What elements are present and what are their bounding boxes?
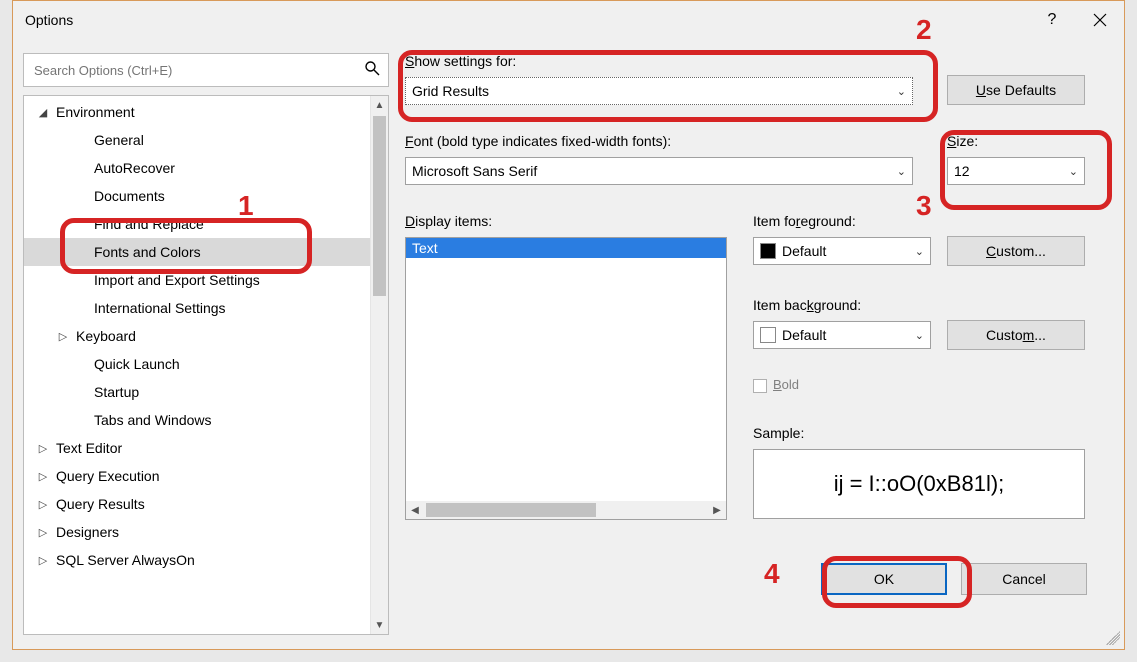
scroll-thumb[interactable]: [426, 503, 596, 517]
scroll-up-icon[interactable]: ▲: [371, 96, 388, 114]
foreground-swatch: [760, 243, 776, 259]
tree-item[interactable]: Find and Replace: [24, 210, 370, 238]
window-title: Options: [25, 12, 73, 28]
tree-item-label: Query Results: [54, 496, 145, 512]
background-custom-button[interactable]: Custom...: [947, 320, 1085, 350]
tree-item-label: Import and Export Settings: [92, 272, 260, 288]
close-icon: [1093, 13, 1107, 27]
options-dialog: Options ? ◢ Environment General AutoRecover…: [12, 0, 1125, 650]
use-defaults-button[interactable]: Use Defaults: [947, 75, 1085, 105]
tree-item-label: SQL Server AlwaysOn: [54, 552, 195, 568]
chevron-down-icon: ⌄: [1069, 165, 1078, 178]
tree-item-label: Fonts and Colors: [92, 244, 201, 260]
tree-vscrollbar[interactable]: ▲ ▼: [370, 96, 388, 634]
foreground-custom-button[interactable]: Custom...: [947, 236, 1085, 266]
tree-item-label: International Settings: [92, 300, 226, 316]
tree-item[interactable]: Quick Launch: [24, 350, 370, 378]
close-button[interactable]: [1076, 1, 1124, 39]
tree-item-label: Designers: [54, 524, 119, 540]
scroll-left-icon[interactable]: ◀: [406, 501, 424, 519]
tree-item-label: Find and Replace: [92, 216, 204, 232]
sample-label: Sample:: [753, 425, 804, 441]
search-input[interactable]: [32, 62, 364, 79]
show-settings-value: Grid Results: [412, 83, 489, 99]
chevron-down-icon: ⌄: [915, 329, 924, 342]
display-items-hscrollbar[interactable]: ◀ ▶: [406, 501, 726, 519]
tree-item[interactable]: ▷ Designers: [24, 518, 370, 546]
checkbox-icon: [753, 379, 767, 393]
font-label: Font (bold type indicates fixed-width fo…: [405, 133, 671, 149]
cancel-button[interactable]: Cancel: [961, 563, 1087, 595]
options-tree[interactable]: ◢ Environment General AutoRecover Documents F…: [23, 95, 389, 635]
scroll-right-icon[interactable]: ▶: [708, 501, 726, 519]
tree-item-label: Query Execution: [54, 468, 160, 484]
tree-item[interactable]: ▷ Query Execution: [24, 462, 370, 490]
item-background-label: Item background:: [753, 297, 861, 313]
background-swatch: [760, 327, 776, 343]
tree-item-label: Startup: [92, 384, 139, 400]
tree-item-label: Documents: [92, 188, 165, 204]
tree-item[interactable]: Fonts and Colors: [24, 238, 370, 266]
tree-item-label: Environment: [54, 104, 135, 120]
item-foreground-label: Item foreground:: [753, 213, 856, 229]
tree-item[interactable]: ▷ Query Results: [24, 490, 370, 518]
item-background-combo[interactable]: Default ⌄: [753, 321, 931, 349]
tree-item[interactable]: ◢ Environment: [24, 98, 370, 126]
tree-item[interactable]: ▷ Text Editor: [24, 434, 370, 462]
title-controls: ?: [1028, 1, 1124, 39]
sample-text: ij = I::oO(0xB81l);: [834, 471, 1005, 497]
sample-box: ij = I::oO(0xB81l);: [753, 449, 1085, 519]
tree-item[interactable]: Import and Export Settings: [24, 266, 370, 294]
tree-item[interactable]: General: [24, 126, 370, 154]
size-value: 12: [954, 163, 970, 179]
tree-item-label: AutoRecover: [92, 160, 175, 176]
display-items-label: Display items:: [405, 213, 492, 229]
bold-checkbox: Bold: [753, 377, 799, 393]
help-button[interactable]: ?: [1028, 1, 1076, 39]
size-combo[interactable]: 12 ⌄: [947, 157, 1085, 185]
search-icon: [364, 60, 380, 81]
chevron-down-icon: ⌄: [897, 165, 906, 178]
list-item[interactable]: Text: [406, 238, 726, 258]
tree-item-label: Keyboard: [74, 328, 136, 344]
background-value: Default: [782, 327, 826, 343]
tree-item-label: Tabs and Windows: [92, 412, 212, 428]
search-box[interactable]: [23, 53, 389, 87]
tree-item-label: Text Editor: [54, 440, 122, 456]
ok-button[interactable]: OK: [821, 563, 947, 595]
tree-arrow-icon: ▷: [56, 330, 70, 343]
tree-item[interactable]: Tabs and Windows: [24, 406, 370, 434]
scroll-down-icon[interactable]: ▼: [371, 616, 388, 634]
font-value: Microsoft Sans Serif: [412, 163, 537, 179]
tree-arrow-icon: ▷: [36, 554, 50, 567]
titlebar: Options ?: [13, 1, 1124, 39]
chevron-down-icon: ⌄: [897, 85, 906, 98]
font-combo[interactable]: Microsoft Sans Serif ⌄: [405, 157, 913, 185]
show-settings-label: Show settings for:: [405, 53, 516, 69]
tree-item[interactable]: Startup: [24, 378, 370, 406]
tree-item-label: Quick Launch: [92, 356, 180, 372]
size-label: Size:: [947, 133, 978, 149]
tree-arrow-icon: ▷: [36, 498, 50, 511]
tree-arrow-icon: ◢: [36, 106, 50, 119]
tree-item-label: General: [92, 132, 144, 148]
tree-item[interactable]: AutoRecover: [24, 154, 370, 182]
tree-arrow-icon: ▷: [36, 470, 50, 483]
scroll-thumb[interactable]: [373, 116, 386, 296]
tree-arrow-icon: ▷: [36, 526, 50, 539]
item-foreground-combo[interactable]: Default ⌄: [753, 237, 931, 265]
tree-arrow-icon: ▷: [36, 442, 50, 455]
tree-item[interactable]: International Settings: [24, 294, 370, 322]
tree-item[interactable]: Documents: [24, 182, 370, 210]
tree-item[interactable]: ▷ SQL Server AlwaysOn: [24, 546, 370, 574]
foreground-value: Default: [782, 243, 826, 259]
tree-item[interactable]: ▷ Keyboard: [24, 322, 370, 350]
resize-grip-icon[interactable]: [1106, 631, 1120, 645]
chevron-down-icon: ⌄: [915, 245, 924, 258]
show-settings-combo[interactable]: Grid Results ⌄: [405, 77, 913, 105]
display-items-list[interactable]: Text ◀ ▶: [405, 237, 727, 520]
